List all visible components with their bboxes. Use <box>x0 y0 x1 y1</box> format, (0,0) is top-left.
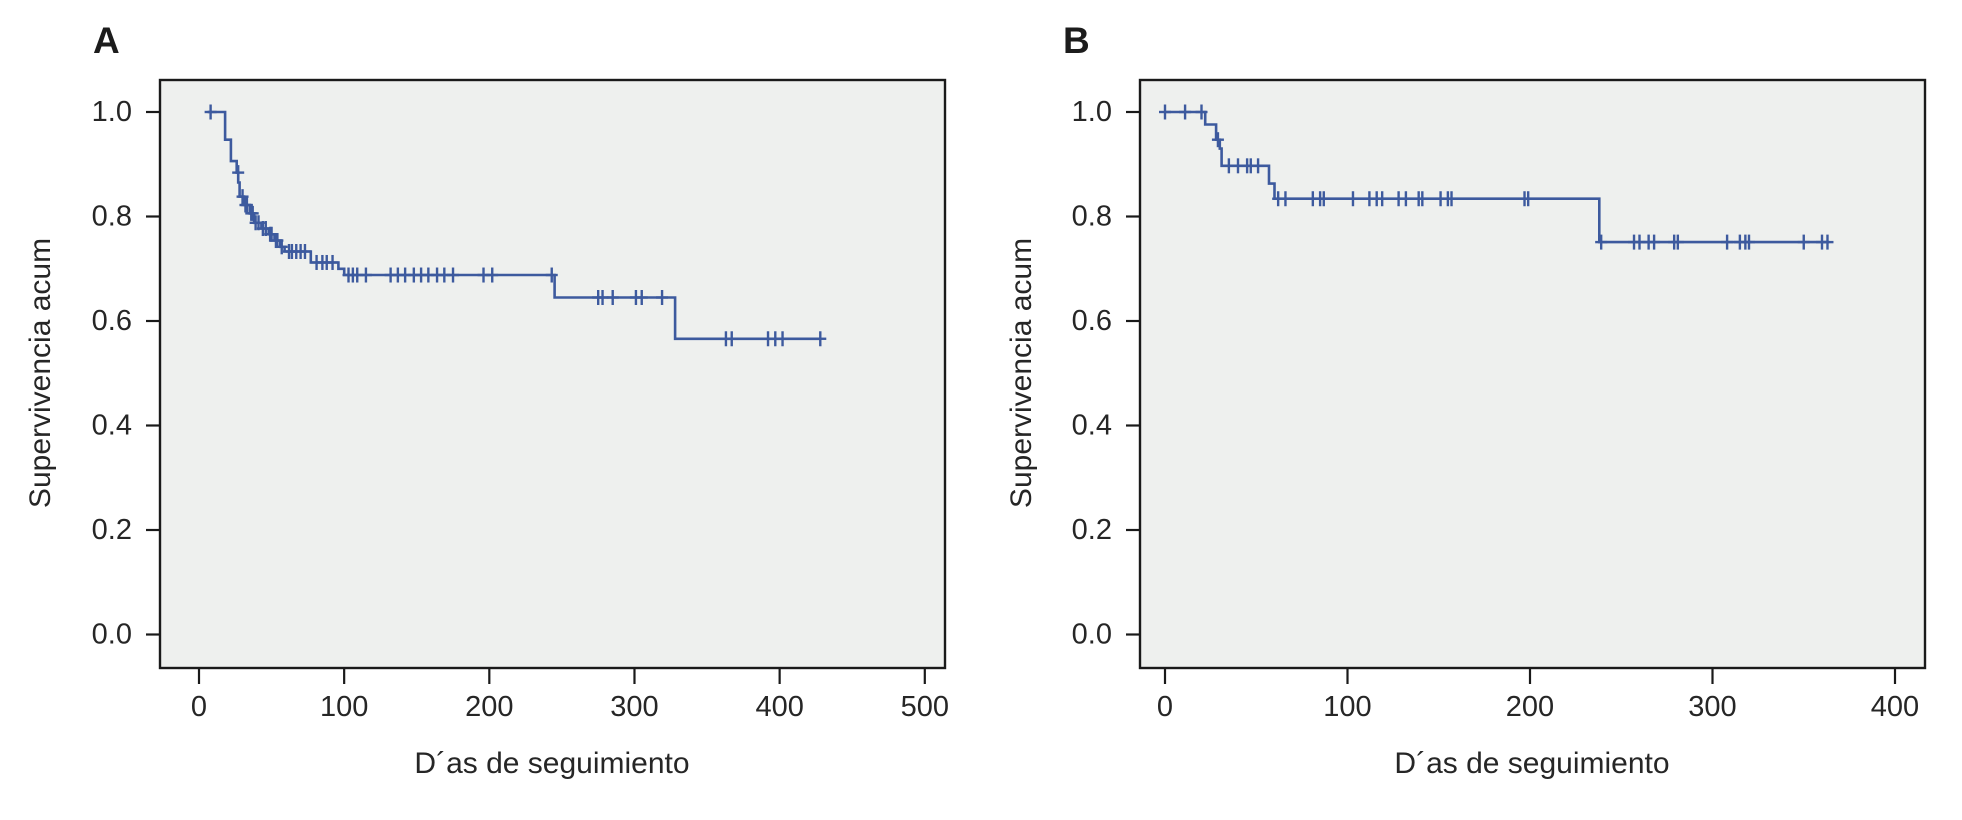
x-ticks-a: 0 100 200 300 400 500 <box>191 668 949 723</box>
x-tick-label: 0 <box>191 691 207 723</box>
x-tick-label: 400 <box>755 691 803 723</box>
x-tick-label: 100 <box>320 691 368 723</box>
y-tick-label: 0.4 <box>92 410 132 442</box>
y-axis-title-a: Supervivencia acum <box>24 238 57 508</box>
y-tick-label: 0.8 <box>1072 201 1112 233</box>
y-tick-label: 0.0 <box>1072 619 1112 651</box>
y-tick-label: 0.8 <box>92 201 132 233</box>
y-tick-label: 0.6 <box>1072 305 1112 337</box>
y-ticks-b: 0.0 0.2 0.4 0.6 0.8 1.0 <box>1072 96 1140 651</box>
survival-curve-a <box>204 104 827 347</box>
x-tick-label: 500 <box>901 691 949 723</box>
x-tick-label: 0 <box>1157 691 1173 723</box>
km-panel-b: B 0.0 0.2 0.4 0.6 0.8 1.0 0 100 200 300 400 D´as … <box>1005 20 1927 780</box>
plot-border-b <box>1138 78 1927 670</box>
x-tick-label: 300 <box>610 691 658 723</box>
plot-area-a <box>160 80 945 668</box>
x-axis-title-a: D´as de seguimiento <box>414 747 689 780</box>
survival-curve-b <box>1159 104 1834 250</box>
x-tick-label: 200 <box>465 691 513 723</box>
y-tick-label: 0.4 <box>1072 410 1112 442</box>
x-tick-label: 200 <box>1506 691 1554 723</box>
y-tick-label: 0.2 <box>1072 514 1112 546</box>
y-tick-label: 1.0 <box>92 96 132 128</box>
y-tick-label: 0.2 <box>92 514 132 546</box>
y-axis-title-b: Supervivencia acum <box>1005 238 1038 508</box>
x-axis-title-b: D´as de seguimiento <box>1394 747 1669 780</box>
y-tick-label: 1.0 <box>1072 96 1112 128</box>
plot-area-b <box>1140 80 1925 668</box>
y-tick-label: 0.0 <box>92 619 132 651</box>
x-tick-label: 100 <box>1323 691 1371 723</box>
panel-b-letter: B <box>1063 20 1090 61</box>
y-ticks-a: 0.0 0.2 0.4 0.6 0.8 1.0 <box>92 96 160 651</box>
y-tick-label: 0.6 <box>92 305 132 337</box>
x-ticks-b: 0 100 200 300 400 <box>1157 668 1919 723</box>
km-panel-a: A 0.0 0.2 0.4 0.6 0.8 1.0 0 100 200 300 400 500 D´… <box>24 20 949 780</box>
x-tick-label: 400 <box>1871 691 1919 723</box>
x-tick-label: 300 <box>1688 691 1736 723</box>
panel-a-letter: A <box>93 20 120 61</box>
plot-border-a <box>158 78 947 670</box>
